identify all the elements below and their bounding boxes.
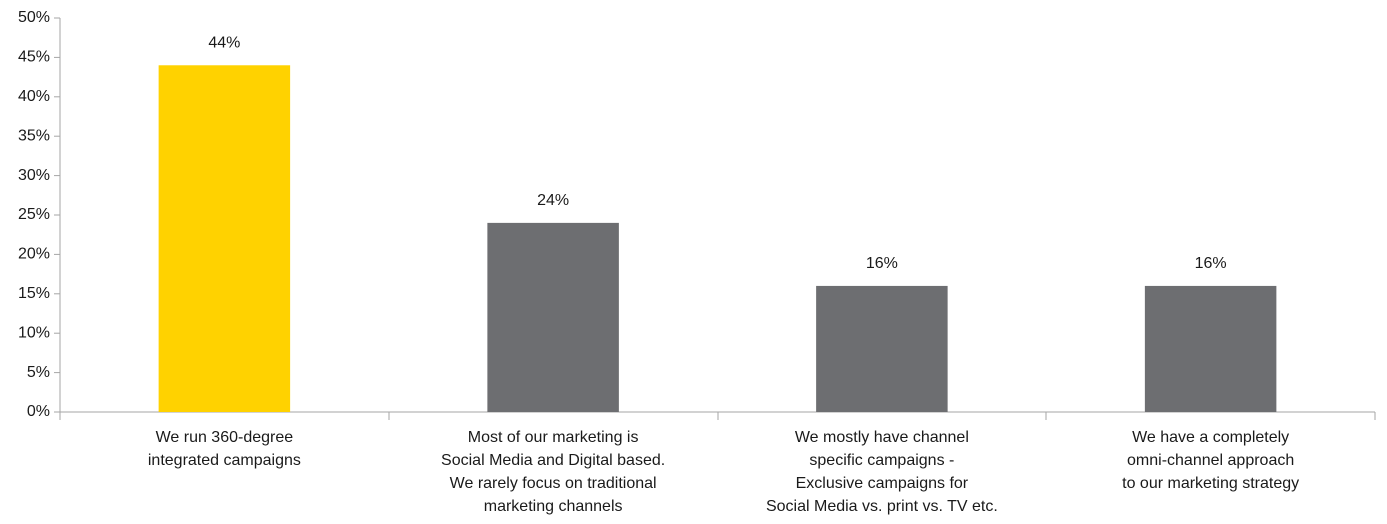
y-tick-label: 30% [18, 167, 50, 184]
x-tick-label: Most of our marketing is [468, 429, 639, 446]
x-tick-label: We mostly have channel [795, 429, 969, 446]
x-tick-label: to our marketing strategy [1122, 475, 1299, 492]
value-label: 16% [866, 255, 898, 272]
x-tick-label: Social Media and Digital based. [441, 452, 665, 469]
y-tick-label: 10% [18, 324, 50, 341]
bar [487, 222, 619, 412]
value-label: 24% [537, 192, 569, 209]
bar [1144, 285, 1277, 412]
x-tick-label: integrated campaigns [148, 452, 301, 469]
y-tick-label: 5% [27, 364, 50, 381]
y-tick-label: 25% [18, 206, 50, 223]
y-tick-label: 35% [18, 127, 50, 144]
x-tick-label: We have a completely [1132, 429, 1289, 446]
x-tick-label: We run 360-degree [156, 429, 294, 446]
x-tick-label: marketing channels [484, 498, 623, 515]
y-tick-label: 0% [27, 403, 50, 420]
value-label: 44% [208, 34, 240, 51]
y-tick-label: 15% [18, 285, 50, 302]
x-tick-label: We rarely focus on traditional [450, 475, 657, 492]
x-tick-label: Exclusive campaigns for [796, 475, 969, 492]
y-tick-label: 50% [18, 9, 50, 26]
y-tick-label: 40% [18, 88, 50, 105]
x-tick-label: omni-channel approach [1127, 452, 1294, 469]
x-tick-label: specific campaigns - [809, 452, 954, 469]
bar [816, 285, 948, 412]
y-tick-label: 45% [18, 49, 50, 66]
y-tick-label: 20% [18, 246, 50, 263]
bar [158, 65, 291, 412]
value-label: 16% [1195, 255, 1227, 272]
x-tick-label: Social Media vs. print vs. TV etc. [766, 498, 998, 515]
